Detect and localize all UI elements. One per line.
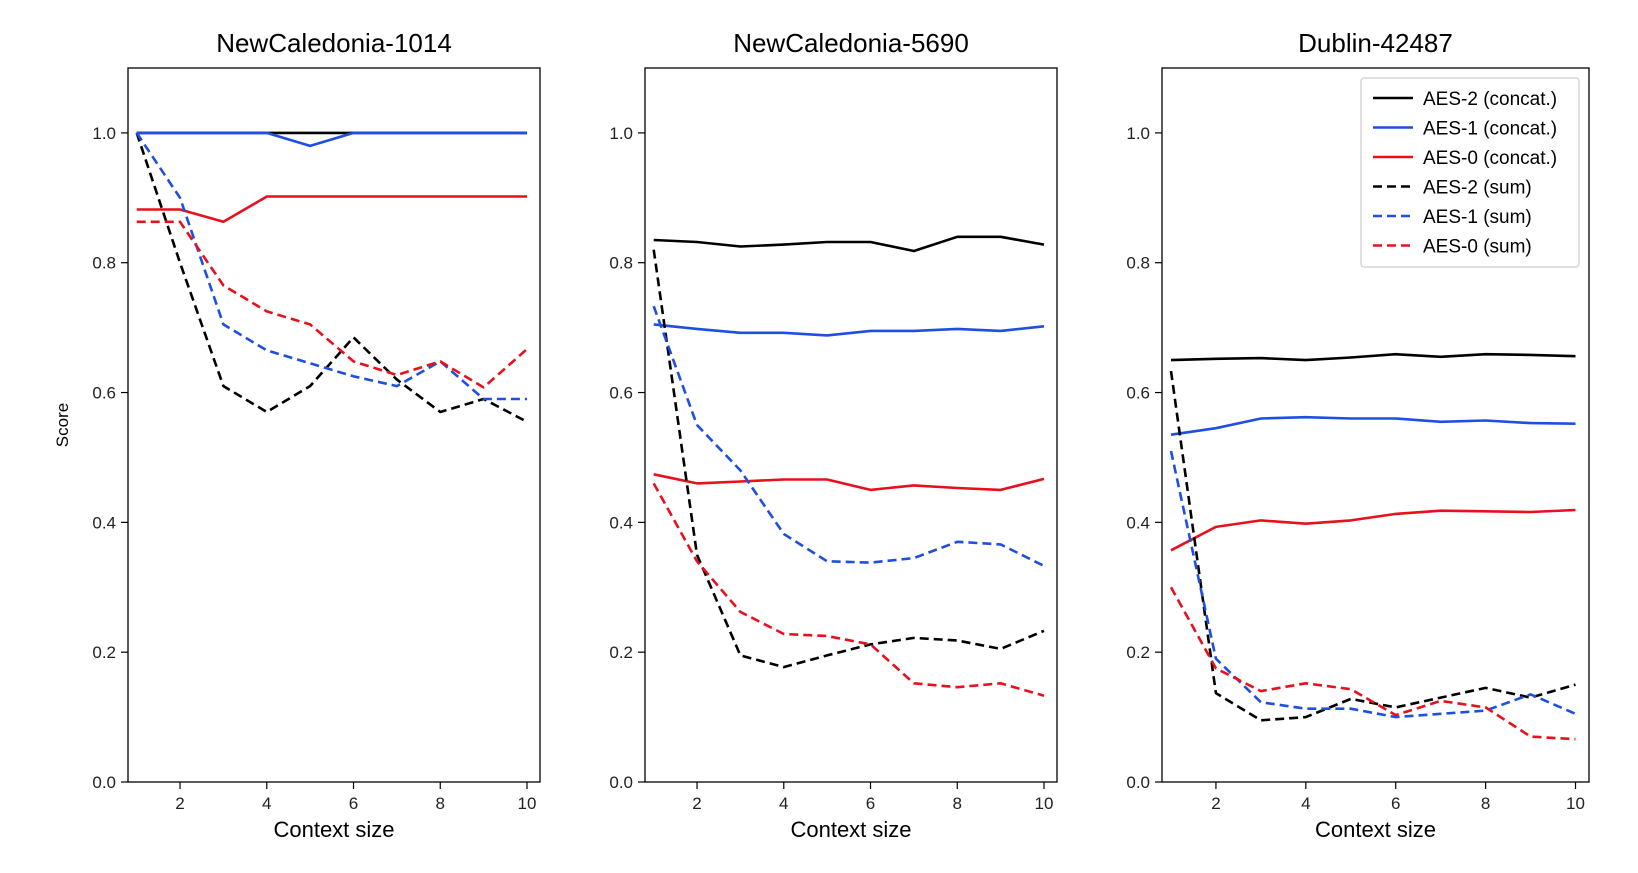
x-tick-label: 8 [436, 794, 445, 813]
panel-newcaledonia-1014: NewCaledonia-1014 Context size Score 0.0… [53, 28, 541, 842]
series-line-aes-1-sum [135, 132, 527, 401]
plot-frame [127, 67, 541, 783]
plot-frame [644, 67, 1058, 783]
panel-title: NewCaledonia-5690 [733, 28, 969, 58]
series-line-aes-1-concat [653, 323, 1045, 337]
legend: AES-2 (concat.) AES-1 (concat.) AES-0 (con… [1360, 77, 1580, 268]
x-axis-label: Context size [273, 817, 394, 842]
y-tick-label: 0.6 [609, 384, 633, 403]
x-tick-label: 2 [1211, 794, 1220, 813]
x-tick-label: 6 [866, 794, 875, 813]
y-axis-label: Score [53, 403, 72, 447]
series-line-aes-1-concat [1170, 415, 1576, 436]
y-tick-label: 0.2 [1126, 643, 1150, 662]
x-tick-label: 10 [1566, 794, 1585, 813]
series-line-aes-2-sum [652, 249, 1045, 669]
y-tick-label: 0.8 [1126, 254, 1150, 273]
y-tick-label: 0.4 [609, 513, 633, 532]
series-line-aes-1-sum [652, 305, 1045, 568]
series-line-aes-1-concat [136, 131, 527, 148]
series-line-aes-0-sum [136, 220, 528, 389]
legend-label-aes-1-concat: AES-1 (concat.) [1423, 119, 1557, 140]
x-tick-label: 6 [1391, 794, 1400, 813]
y-tick-label: 0.2 [609, 643, 633, 662]
x-tick-label: 8 [953, 794, 962, 813]
x-tick-label: 2 [692, 794, 701, 813]
legend-label-aes-2-concat: AES-2 (concat.) [1423, 89, 1557, 110]
y-tick-label: 0.6 [1126, 384, 1150, 403]
x-tick-label: 6 [349, 794, 358, 813]
x-axis-label: Context size [790, 817, 911, 842]
series-line-aes-2-sum [135, 132, 528, 423]
x-tick-label: 4 [262, 794, 271, 813]
panel-dublin-42487: Dublin-42487 Context size 0.0 0.2 0.4 0.6 0.… [1126, 28, 1590, 842]
y-tick-label: 1.0 [92, 124, 116, 143]
series-line-aes-1-sum [1169, 450, 1577, 719]
series-line-aes-2-concat [653, 235, 1045, 253]
x-tick-label: 8 [1481, 794, 1490, 813]
legend-box [1360, 77, 1580, 268]
y-tick-label: 0.2 [92, 643, 116, 662]
legend-label-aes-0-concat: AES-0 (concat.) [1423, 148, 1557, 169]
y-tick-label: 0.8 [92, 254, 116, 273]
y-tick-label: 0.0 [609, 773, 633, 792]
panel-newcaledonia-5690: NewCaledonia-5690 Context size 0.0 0.2 0.4… [609, 28, 1058, 842]
series-line-aes-0-concat [1170, 508, 1576, 552]
y-tick-label: 0.0 [1126, 773, 1150, 792]
series-line-aes-0-sum [652, 482, 1045, 697]
series-line-aes-0-concat [653, 473, 1045, 492]
x-axis-label: Context size [1315, 817, 1436, 842]
y-tick-label: 1.0 [1126, 124, 1150, 143]
plot-frame [1161, 67, 1590, 783]
legend-label-aes-0-sum: AES-0 (sum) [1423, 237, 1532, 258]
legend-label-aes-2-sum: AES-2 (sum) [1423, 178, 1532, 199]
x-tick-label: 2 [175, 794, 184, 813]
series-line-aes-2-concat [1170, 352, 1576, 362]
x-tick-label: 4 [1301, 794, 1310, 813]
series-line-aes-0-concat [136, 195, 527, 224]
y-tick-label: 0.4 [92, 513, 116, 532]
y-tick-label: 1.0 [609, 124, 633, 143]
y-tick-label: 0.8 [609, 254, 633, 273]
y-tick-label: 0.0 [92, 773, 116, 792]
panel-title: NewCaledonia-1014 [216, 28, 452, 58]
x-tick-label: 10 [518, 794, 537, 813]
x-tick-label: 10 [1035, 794, 1054, 813]
x-tick-label: 4 [779, 794, 788, 813]
legend-label-aes-1-sum: AES-1 (sum) [1423, 207, 1532, 228]
series-line-aes-0-sum [1169, 586, 1576, 741]
y-tick-label: 0.6 [92, 384, 116, 403]
panel-title: Dublin-42487 [1298, 28, 1453, 58]
y-tick-label: 0.4 [1126, 513, 1150, 532]
